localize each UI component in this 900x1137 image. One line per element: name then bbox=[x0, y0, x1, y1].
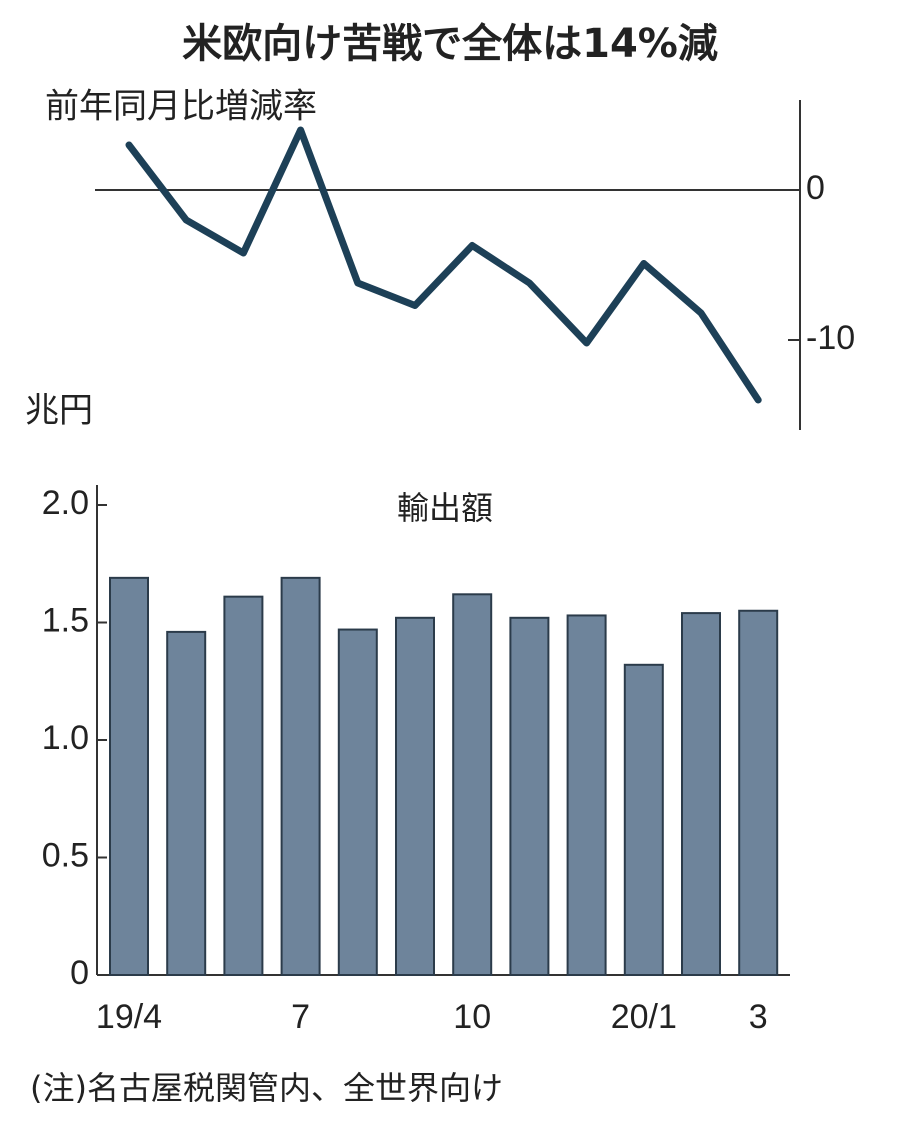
line bbox=[125, 126, 762, 404]
bar bbox=[623, 663, 664, 976]
x-tick-label: 20/1 bbox=[611, 998, 677, 1036]
bar bbox=[566, 614, 607, 976]
x-tick-label: 7 bbox=[291, 998, 310, 1036]
bar bbox=[738, 609, 779, 976]
chart-title: 米欧向け苦戦で全体は14%減 bbox=[182, 21, 718, 67]
y-tick-label: 0 bbox=[70, 954, 89, 992]
x-tick-label: 3 bbox=[749, 998, 768, 1036]
bar-title: 輸出額 bbox=[397, 489, 493, 527]
y-tick-label: 1.5 bbox=[42, 601, 89, 639]
bar bbox=[395, 616, 435, 976]
bar bbox=[280, 576, 321, 976]
bar bbox=[452, 593, 493, 976]
x-tick-label: 10 bbox=[453, 998, 491, 1036]
y-tick-label: 2.0 bbox=[42, 484, 89, 522]
x-tick-label: 19/4 bbox=[96, 998, 162, 1036]
note: (注)名古屋税関管内、全世界向け bbox=[30, 1069, 503, 1107]
bar-y-label: 兆円 bbox=[25, 391, 93, 431]
bar bbox=[337, 628, 378, 976]
y-tick-label: 1.0 bbox=[42, 719, 89, 757]
y-tick-label: 0.5 bbox=[42, 836, 89, 874]
line-y-label: 前年同月比増減率 bbox=[45, 87, 317, 127]
y-tick-label: -10 bbox=[806, 319, 855, 357]
y-tick-label: 0 bbox=[806, 169, 825, 207]
bar bbox=[109, 576, 149, 976]
bar bbox=[681, 612, 721, 976]
bar bbox=[509, 616, 550, 976]
bar bbox=[166, 630, 207, 977]
bar bbox=[223, 595, 264, 977]
